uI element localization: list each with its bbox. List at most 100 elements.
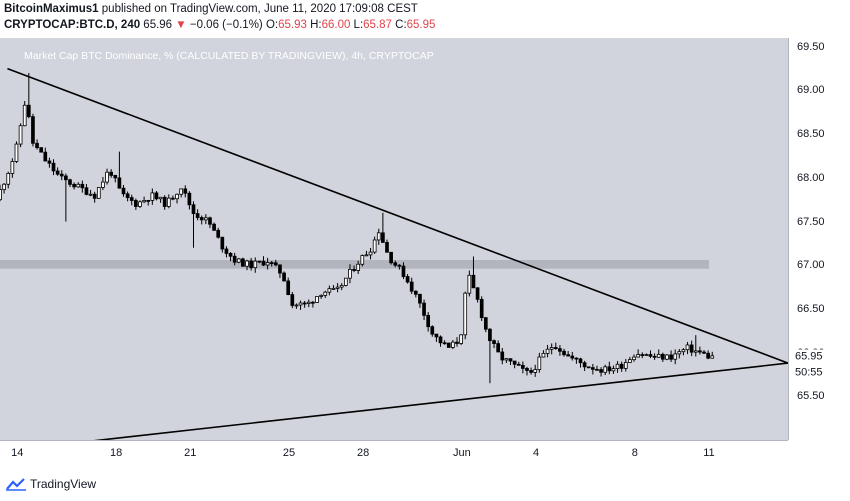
author-name[interactable]: BitcoinMaximus1 [4, 3, 99, 15]
high-label: H: [306, 19, 322, 31]
candle-body [311, 301, 315, 304]
candle-body [586, 366, 591, 369]
candle-body [434, 333, 439, 338]
candle-body [467, 274, 472, 294]
candle-body [150, 192, 155, 201]
y-tick-label: 68.50 [797, 128, 825, 141]
candle-body [88, 193, 93, 196]
candle-body [199, 217, 204, 221]
candle-body [500, 351, 505, 361]
candle-body [179, 188, 183, 195]
candle-body [451, 341, 455, 348]
low-value: 65.87 [363, 19, 392, 31]
candle-body [706, 352, 710, 359]
x-tick-label: 18 [109, 447, 123, 459]
candle-body [413, 290, 418, 295]
candle-body [278, 264, 282, 274]
time-axis[interactable]: 14 18 21 25 28 Jun 4 8 11 [0, 440, 788, 468]
x-tick-label: 25 [282, 447, 296, 459]
candle-body [101, 181, 105, 188]
candle-body [208, 217, 212, 225]
candle-body [566, 354, 570, 357]
publish-line: BitcoinMaximus1 published on TradingView… [4, 3, 418, 15]
candle-body [644, 354, 649, 356]
candle-body [331, 287, 336, 290]
candle-body [121, 187, 126, 195]
candle-body [343, 277, 348, 286]
symbol-label[interactable]: CRYPTOCAP:BTC.D, 240 [4, 19, 141, 31]
candle-body [615, 363, 620, 370]
tradingview-logo-icon[interactable] [6, 477, 26, 491]
candle-body [55, 170, 60, 175]
candle-body [418, 293, 422, 304]
candle-body [76, 183, 81, 188]
candle-body [51, 162, 56, 172]
footer: TradingView [0, 468, 850, 501]
candle-body [648, 354, 653, 357]
candle-body [521, 364, 525, 369]
candle-body [80, 183, 85, 189]
candle-body [290, 294, 295, 306]
symbol-line: CRYPTOCAP:BTC.D, 240 65.96 ▼ −0.06 (−0.1… [4, 19, 435, 31]
candle-body [459, 334, 463, 344]
candle-body [537, 356, 542, 370]
chart-title: Market Cap BTC Dominance, % (CALCULATED … [24, 50, 434, 62]
x-tick-label: 14 [11, 447, 24, 459]
candle-body [549, 347, 554, 350]
x-tick-label: 28 [356, 447, 370, 459]
candle-body [286, 280, 291, 295]
candle-body [274, 262, 278, 266]
candle-body [6, 173, 11, 185]
chart-svg[interactable] [0, 38, 788, 440]
y-tick-label: 67.00 [797, 259, 825, 272]
countdown-badge: 50:55 [791, 365, 847, 381]
candle-body [109, 171, 114, 176]
y-tick-label: 68.00 [797, 171, 825, 184]
y-tick-label: 67.50 [797, 215, 825, 228]
candle-body [553, 347, 558, 350]
candle-body [158, 196, 163, 200]
candle-body [483, 317, 488, 330]
candle-body [22, 104, 27, 127]
candle-body [191, 204, 196, 215]
open-value: 65.93 [278, 19, 307, 31]
candle-body [64, 175, 68, 181]
candle-body [372, 239, 377, 253]
candle-body [323, 291, 328, 296]
candle-body [541, 353, 546, 358]
candle-body [138, 201, 142, 207]
candle-body [356, 263, 361, 271]
candle-body [195, 213, 200, 218]
candle-body [10, 161, 15, 174]
candle-body [352, 269, 356, 271]
candle-body [92, 193, 97, 199]
x-tick-label: 4 [532, 447, 540, 459]
candle-body [125, 193, 130, 199]
candle-body [43, 151, 48, 162]
candle-body [405, 276, 410, 283]
y-tick-label: 66.50 [797, 302, 825, 315]
candle-body [269, 262, 274, 265]
low-label: L: [350, 19, 364, 31]
candle-body [665, 354, 669, 360]
price-axis[interactable]: 65.5066.0066.5067.0067.5068.0068.5069.00… [788, 38, 850, 440]
candle-body [689, 344, 694, 353]
y-tick-label: 69.00 [797, 84, 825, 97]
candle-body [640, 354, 645, 356]
x-tick-label: 21 [184, 447, 197, 459]
candle-body [187, 192, 192, 206]
candle-body [574, 357, 579, 360]
candle-body [619, 363, 624, 369]
candle-body [245, 260, 249, 267]
candle-body [35, 142, 39, 149]
chart-plot-area[interactable]: Market Cap BTC Dominance, % (CALCULATED … [0, 38, 788, 440]
candle-body [677, 351, 682, 355]
candle-body [376, 232, 381, 241]
published-text: published on TradingView.com, June 11, 2… [98, 3, 418, 15]
candle-body [562, 350, 566, 356]
candle-body [438, 336, 443, 344]
candle-body [154, 192, 159, 200]
tradingview-brand[interactable]: TradingView [30, 477, 97, 491]
candle-body [134, 200, 138, 207]
candle-body [401, 265, 406, 277]
